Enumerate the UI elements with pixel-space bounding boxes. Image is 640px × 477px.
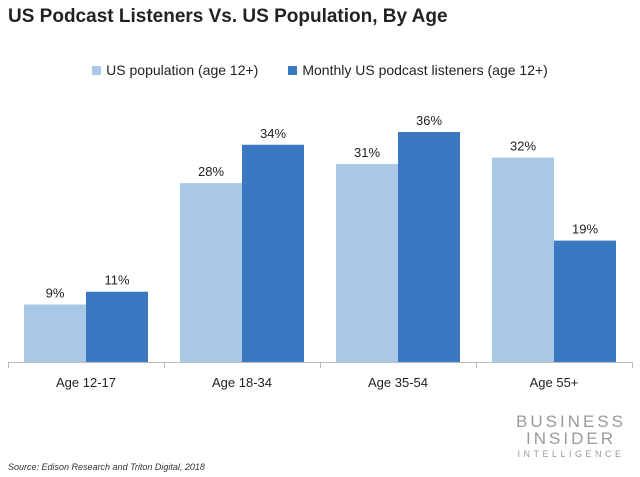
logo-line1: BUSINESS — [516, 412, 626, 431]
bar-listeners — [86, 291, 148, 362]
legend-swatch-listeners — [288, 65, 298, 75]
bar-population — [24, 304, 86, 362]
x-tick-label: Age 55+ — [530, 375, 579, 390]
business-insider-logo: BUSINESS INSIDER INTELLIGENCE — [515, 413, 627, 459]
logo-line2: INSIDER — [526, 429, 616, 448]
logo-line3: INTELLIGENCE — [517, 449, 625, 459]
bar-population — [180, 183, 242, 362]
data-label: 32% — [510, 139, 536, 154]
legend-item-listeners: Monthly US podcast listeners (age 12+) — [288, 62, 548, 78]
legend-label-listeners: Monthly US podcast listeners (age 12+) — [302, 62, 548, 78]
source-note: Source: Edison Research and Triton Digit… — [8, 462, 205, 472]
legend-swatch-population — [92, 65, 102, 75]
bar-listeners — [398, 132, 460, 362]
chart-title: US Podcast Listeners Vs. US Population, … — [8, 6, 448, 27]
data-label: 11% — [104, 273, 129, 288]
legend-label-population: US population (age 12+) — [106, 62, 259, 78]
bar-listeners — [554, 240, 616, 362]
bar-listeners — [242, 144, 304, 362]
x-tick-label: Age 12-17 — [56, 375, 116, 390]
x-tick-label: Age 18-34 — [212, 375, 272, 390]
bar-chart: 9% 11% Age 12-17 28% 34% Age 18-34 31% 36% Age 3… — [8, 113, 633, 390]
legend: US population (age 12+) Monthly US podca… — [0, 62, 640, 78]
bar-population — [492, 157, 554, 362]
data-label: 19% — [572, 222, 598, 237]
data-label: 9% — [46, 286, 65, 301]
x-tick-label: Age 35-54 — [368, 375, 428, 390]
data-label: 28% — [198, 164, 224, 179]
data-label: 31% — [354, 145, 380, 160]
legend-item-population: US population (age 12+) — [92, 62, 258, 78]
data-label: 36% — [416, 113, 442, 128]
data-label: 34% — [260, 126, 286, 141]
bar-population — [336, 163, 398, 362]
